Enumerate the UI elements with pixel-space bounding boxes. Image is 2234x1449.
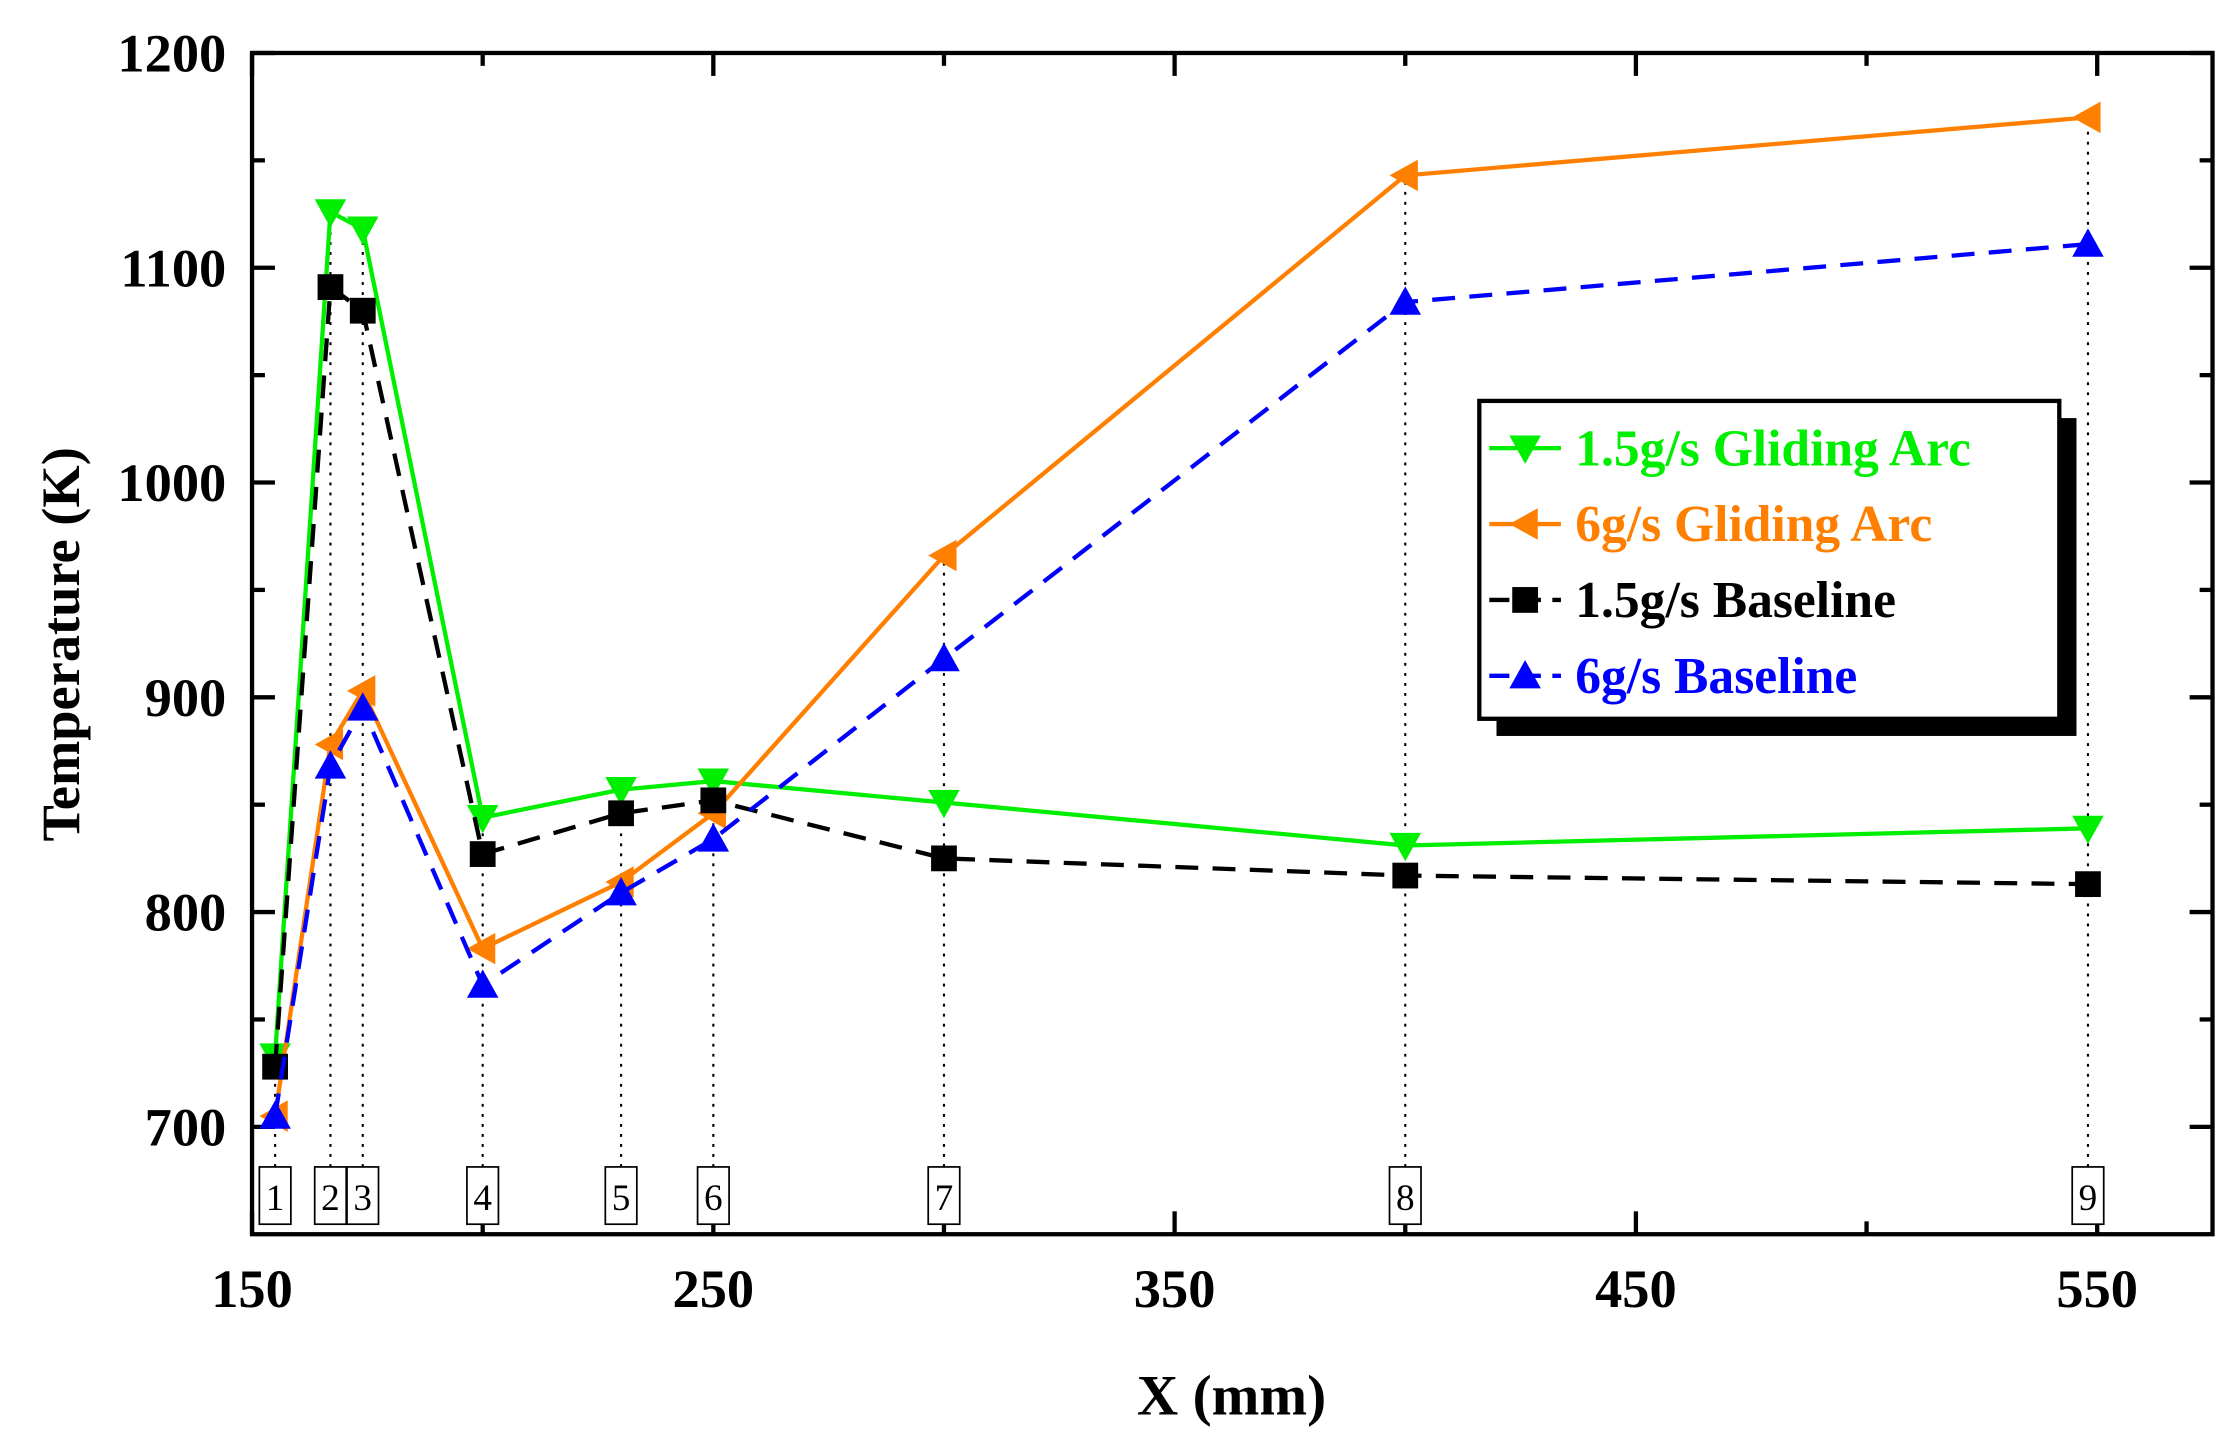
y-axis-label: Temperature (K) [31,447,91,841]
data-point [469,841,496,867]
data-point [466,932,496,965]
data-point [1389,286,1422,315]
legend-box [1477,398,2062,721]
data-point [259,1100,291,1129]
data-point [2072,815,2104,845]
legend-marker [1509,660,1541,689]
data-point [466,804,499,834]
location-label: 5 [612,1178,631,1219]
data-point [1389,832,1422,862]
location-box [313,1166,348,1226]
location-label: 4 [473,1178,492,1219]
data-point [314,728,344,761]
legend-marker [1512,587,1539,613]
data-point [605,876,637,906]
data-point [466,969,499,998]
series-3 [259,228,2104,1129]
data-point [2075,871,2101,898]
data-point [2072,101,2101,134]
legend: 1.5g/s Gliding Arc 6g/s Gliding Arc 1.5g/s… [1477,398,2077,736]
data-point [2072,228,2104,257]
data-point [931,845,957,872]
location-box [258,1166,292,1226]
data-point [346,216,379,245]
legend-label: 6g/s Gliding Arc [1575,496,1932,553]
data-point [1389,159,1418,192]
location-label: 8 [1396,1178,1415,1219]
location-label: 9 [2079,1178,2098,1219]
data-point [1392,862,1419,889]
data-point [700,787,727,814]
legend-label: 1.5g/s Baseline [1575,572,1896,629]
x-tick-label: 150 [211,1259,293,1319]
data-point [349,297,376,324]
data-point [346,692,379,721]
series-0 [259,199,2104,1072]
data-point [697,768,730,797]
location-box [696,1166,730,1226]
y-tick-label: 1200 [117,24,226,84]
location-box [2071,1166,2105,1226]
data-point [928,539,957,572]
data-point [314,750,347,779]
data-point [608,800,634,827]
location-box [346,1166,380,1226]
legend-marker [1509,508,1538,540]
location-label: 7 [935,1178,954,1219]
data-point [605,777,637,806]
x-tick-label: 250 [673,1259,755,1319]
x-tick-label: 450 [1595,1259,1677,1319]
x-tick-label: 350 [1134,1259,1216,1319]
y-tick-label: 800 [145,883,227,943]
legend-marker [1509,435,1541,464]
location-label: 6 [704,1178,723,1219]
location-label: 1 [266,1178,285,1219]
x-tick-label: 550 [2056,1259,2138,1319]
data-point [317,274,344,300]
location-label: 3 [353,1178,372,1219]
series-group [259,101,2104,1132]
legend-label: 6g/s Baseline [1575,648,1857,705]
data-point [928,642,960,672]
y-tick-label: 1100 [120,238,226,298]
location-box [604,1166,638,1226]
location-box [1388,1166,1422,1226]
location-box [927,1166,961,1226]
plot-frame [249,50,2215,1237]
location-label: 2 [321,1178,340,1219]
data-point [314,199,347,228]
legend-label: 1.5g/s Gliding Arc [1575,420,1971,477]
location-box [466,1166,500,1226]
series-line [272,241,2089,1117]
data-point [928,789,960,819]
data-point [346,675,376,707]
x-axis-label: X (mm) [1137,1365,1326,1428]
y-tick-label: 900 [145,668,227,728]
data-point [697,823,730,852]
y-tick-label: 700 [145,1097,227,1157]
axis-ticks: 150 250 350 450 550 700 800 900 1000 1100 1200 [117,24,2213,1319]
y-tick-label: 1000 [117,453,226,513]
